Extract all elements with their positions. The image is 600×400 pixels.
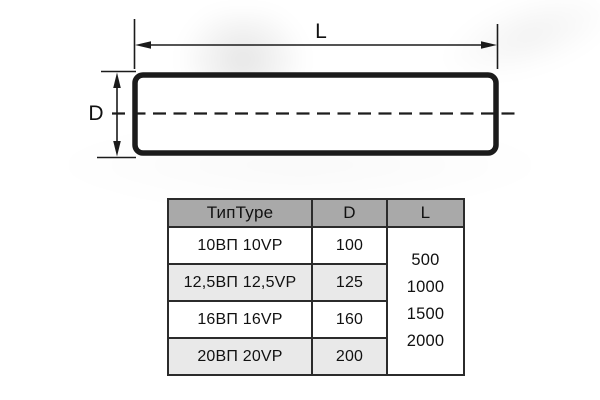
cell-type: 16ВП 16VP [167, 300, 313, 339]
arrowhead-down-icon [113, 141, 121, 157]
header-row: ТипType D L [167, 198, 465, 228]
length-label: L [315, 20, 327, 43]
cell-d: 160 [311, 300, 388, 339]
table-row: 10ВП 10VP 100 500 1000 1500 2000 [167, 226, 465, 376]
cell-type: 20ВП 20VP [167, 337, 313, 376]
spec-table: ТипType D L 10ВП 10VP 100 500 1000 1500 … [167, 198, 465, 376]
col-header-l: L [386, 198, 465, 228]
l-value: 1500 [406, 305, 445, 323]
cell-d: 200 [311, 337, 388, 376]
cell-type: 10ВП 10VP [167, 226, 313, 265]
cell-d: 125 [311, 263, 388, 302]
arrowhead-right-icon [481, 41, 497, 49]
l-value: 1000 [406, 278, 445, 296]
col-header-type: ТипType [167, 198, 313, 228]
cell-d: 100 [311, 226, 388, 265]
cell-type: 12,5ВП 12,5VP [167, 263, 313, 302]
table-row: 20ВП 20VP 200 [167, 337, 464, 376]
col-header-d: D [311, 198, 388, 228]
arrowhead-up-icon [113, 72, 121, 88]
diameter-label: D [88, 102, 103, 125]
l-values-cell: 500 1000 1500 2000 [386, 226, 465, 376]
l-value: 500 [411, 251, 440, 269]
arrowhead-left-icon [135, 41, 151, 49]
l-value: 2000 [406, 332, 445, 350]
table-row: 12,5ВП 12,5VP 125 [167, 263, 464, 302]
duct-dimension-diagram: L D [88, 19, 517, 159]
table-row: 16ВП 16VP 160 [167, 300, 464, 339]
